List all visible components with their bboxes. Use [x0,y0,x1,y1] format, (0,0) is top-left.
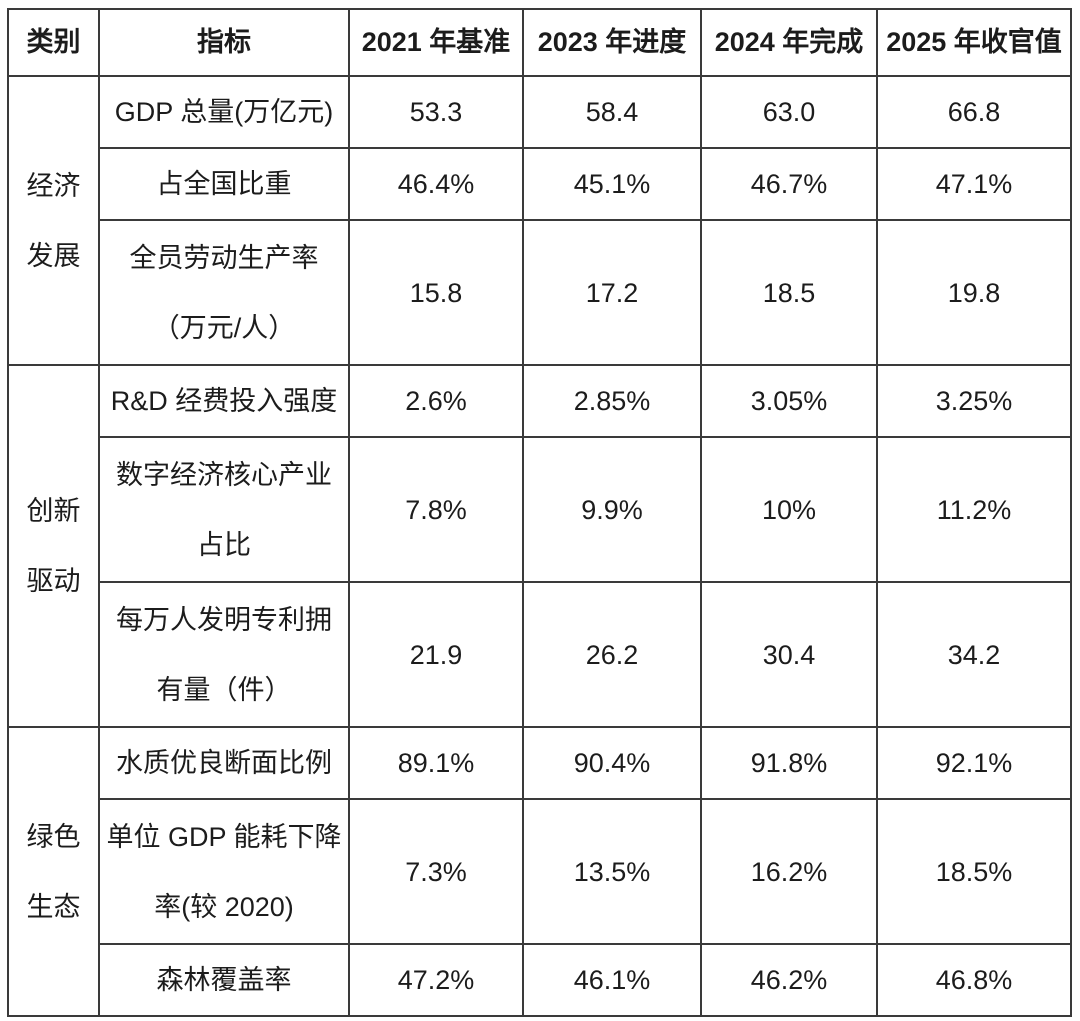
value-cell: 34.2 [876,581,1072,728]
indicator-line: 占全国比重 [156,169,292,199]
value-cell: 46.2% [700,943,878,1017]
indicator-line: 有量（件） [156,674,292,705]
indicator-line: （万元/人） [152,312,296,343]
value-cell: 63.0 [700,75,878,149]
indicator-cell: 占全国比重 [98,147,350,221]
category-line: 生态 [26,891,81,922]
value-cell: 19.8 [876,219,1072,366]
indicator-line: 率(较 2020) [154,891,294,922]
indicators-table: 类别 指标 2021 年基准 2023 年进度 2024 年完成 2025 年收… [7,8,1072,1017]
value-cell: 2.85% [522,364,702,438]
value-cell: 21.9 [348,581,524,728]
indicator-line: 森林覆盖率 [156,965,292,995]
category-line: 发展 [26,240,81,271]
table-row: 单位 GDP 能耗下降 率(较 2020) 7.3% 13.5% 16.2% 18.5% [8,798,1072,945]
table-row: 数字经济核心产业 占比 7.8% 9.9% 10% 11.2% [8,436,1072,583]
indicator-cell: 森林覆盖率 [98,943,350,1017]
indicator-line: 单位 GDP 能耗下降 [106,821,342,852]
value-cell: 13.5% [522,798,702,945]
table-row: 绿色 生态 水质优良断面比例 89.1% 90.4% 91.8% 92.1% [7,726,1072,1017]
category-cell: 经济 发展 [7,75,100,366]
value-cell: 3.25% [876,364,1072,438]
indicator-cell: 每万人发明专利拥 有量（件） [98,581,350,728]
value-cell: 11.2% [876,436,1072,583]
value-cell: 46.8% [876,943,1072,1017]
value-cell: 53.3 [348,75,524,149]
header-2021: 2021 年基准 [348,8,524,77]
table-row: 创新驱动 R&D 经费投入强度 2.6% 2.85% 3.05% 3.25% [7,364,1072,728]
indicator-cell: 单位 GDP 能耗下降 率(较 2020) [98,798,350,945]
category-line: 经济 [26,170,81,201]
indicator-cell: GDP 总量(万亿元) [98,75,350,149]
table-row: 全员劳动生产率 （万元/人） 15.8 17.2 18.5 19.8 [8,219,1072,366]
table-row: 森林覆盖率 47.2% 46.1% 46.2% 46.8% [8,943,1072,1017]
indicator-line: 数字经济核心产业 [116,459,332,490]
value-cell: 30.4 [700,581,878,728]
indicator-line: 占比 [197,529,251,560]
indicator-line: R&D 经费投入强度 [110,386,338,416]
indicator-cell: 全员劳动生产率 （万元/人） [98,219,350,366]
header-2025: 2025 年收官值 [876,8,1072,77]
value-cell: 26.2 [522,581,702,728]
indicator-cell: 水质优良断面比例 [98,726,350,800]
category-line: 绿色 [26,821,81,852]
value-cell: 90.4% [522,726,702,800]
value-cell: 10% [700,436,878,583]
indicator-line: GDP 总量(万亿元) [114,97,334,127]
header-2024: 2024 年完成 [700,8,878,77]
category-line: 创新 [26,496,81,526]
table-row: 占全国比重 46.4% 45.1% 46.7% 47.1% [8,147,1072,221]
value-cell: 58.4 [522,75,702,149]
table-row: 每万人发明专利拥 有量（件） 21.9 26.2 30.4 34.2 [8,581,1072,728]
value-cell: 89.1% [348,726,524,800]
indicator-cell: 数字经济核心产业 占比 [98,436,350,583]
value-cell: 3.05% [700,364,878,438]
table-body: 经济发展 GDP 总量(万亿元) 53.3 58.4 63.0 66.8 占全国比重 46.4… [7,75,1072,1017]
value-cell: 46.7% [700,147,878,221]
table-row: 经济发展 GDP 总量(万亿元) 53.3 58.4 63.0 66.8 [7,75,1072,366]
value-cell: 47.1% [876,147,1072,221]
value-cell: 18.5 [700,219,878,366]
value-cell: 9.9% [522,436,702,583]
value-cell: 46.1% [522,943,702,1017]
indicator-line: 全员劳动生产率 [129,242,319,273]
value-cell: 2.6% [348,364,524,438]
value-cell: 47.2% [348,943,524,1017]
value-cell: 7.8% [348,436,524,583]
category-line: 驱动 [26,566,81,596]
value-cell: 46.4% [348,147,524,221]
indicator-cell: R&D 经费投入强度 [98,364,350,438]
value-cell: 66.8 [876,75,1072,149]
category-cell: 绿色 生态 [7,726,100,1017]
header-indicator: 指标 [98,8,350,77]
indicator-line: 水质优良断面比例 [116,748,332,778]
value-cell: 45.1% [522,147,702,221]
value-cell: 17.2 [522,219,702,366]
value-cell: 7.3% [348,798,524,945]
header-row: 类别 指标 2021 年基准 2023 年进度 2024 年完成 2025 年收… [7,8,1072,77]
value-cell: 18.5% [876,798,1072,945]
header-2023: 2023 年进度 [522,8,702,77]
value-cell: 16.2% [700,798,878,945]
category-cell: 创新 驱动 [7,364,100,728]
header-category: 类别 [7,8,100,77]
value-cell: 15.8 [348,219,524,366]
value-cell: 92.1% [876,726,1072,800]
value-cell: 91.8% [700,726,878,800]
indicator-line: 每万人发明专利拥 [116,604,332,635]
